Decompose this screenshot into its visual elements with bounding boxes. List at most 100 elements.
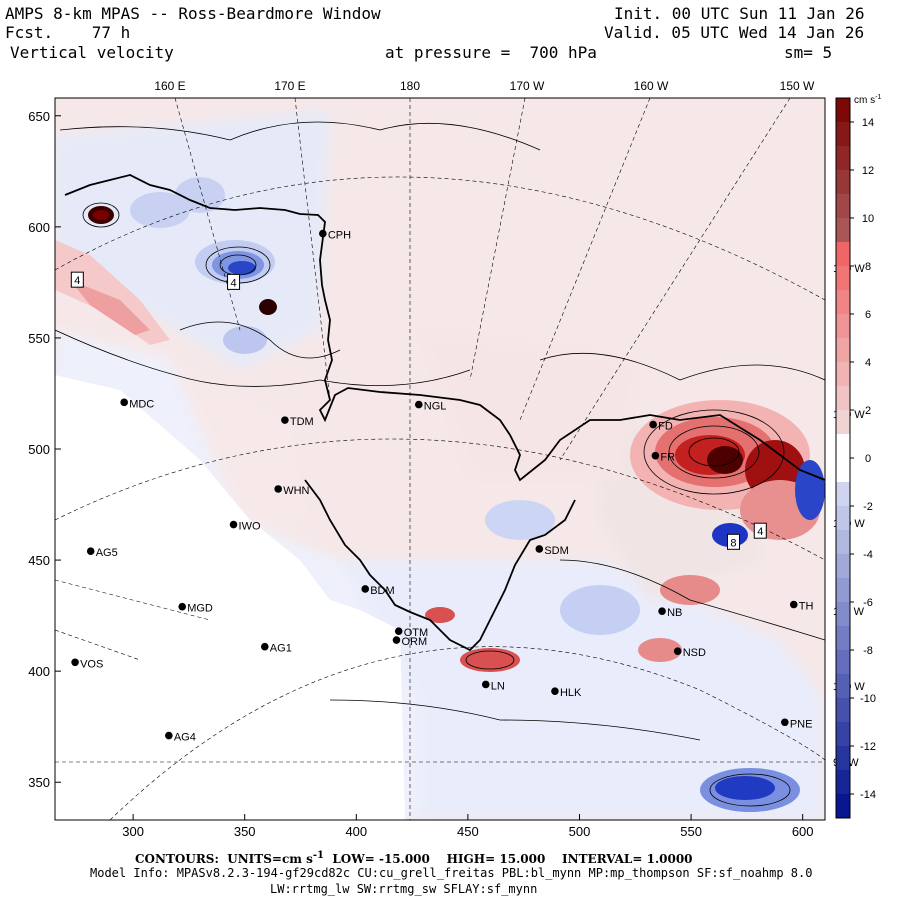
station-label: MGD	[187, 603, 213, 615]
colorbar-bin	[836, 458, 850, 483]
station-label: CPH	[328, 230, 351, 242]
smoothing-label: sm= 5	[784, 43, 833, 62]
colorbar-tick-label: 10	[862, 213, 874, 225]
station-label: HLK	[560, 687, 582, 699]
colorbar-bin	[836, 266, 850, 291]
station-marker	[361, 585, 370, 593]
y-tick-label: 600	[28, 220, 50, 235]
station-marker	[392, 636, 401, 644]
top-lon-label: 180	[400, 79, 420, 93]
colorbar-bin	[836, 290, 850, 315]
contour-label-box	[70, 271, 84, 288]
colorbar-bin	[836, 770, 850, 795]
station-label: FD	[658, 421, 673, 433]
field-name: Vertical velocity	[10, 43, 174, 62]
model-info: Model Info: MPASv8.2.3-194-gf29cd82c CU:…	[90, 866, 813, 880]
station-marker	[71, 658, 79, 667]
colorbar-bin	[836, 578, 850, 603]
station-marker	[394, 627, 403, 635]
colorbar-bin	[836, 170, 850, 195]
x-tick-label: 350	[234, 824, 256, 839]
station-marker	[120, 398, 128, 407]
downdraft-cluster-west	[130, 177, 275, 354]
colorbar-units-exp: -1	[875, 94, 881, 101]
colorbar-bin	[836, 218, 850, 243]
colorbar-bin	[836, 362, 850, 387]
y-tick-label: 500	[28, 442, 50, 457]
x-tick-label: 400	[345, 824, 367, 839]
forecast-hour: Fcst. 77 h	[5, 24, 130, 42]
station-marker	[260, 642, 269, 651]
colorbar-bin	[836, 482, 850, 507]
top-lon-label: 170 W	[510, 79, 545, 93]
colorbar-tick-label: 14	[862, 117, 874, 129]
init-time: Init. 00 UTC Sun 11 Jan 26	[614, 4, 865, 23]
station-label: AG4	[174, 732, 196, 744]
colorbar-bin	[836, 122, 850, 147]
updraft-core-cph	[259, 299, 277, 315]
station-label: OTM	[404, 627, 428, 639]
contour-label: 4	[230, 277, 236, 289]
station-label: VOS	[80, 658, 103, 670]
colorbar-bin	[836, 98, 850, 123]
interval-value: 1.0000	[646, 852, 693, 866]
station-marker	[651, 451, 660, 460]
station-marker	[319, 229, 327, 238]
colorbar-bin	[836, 626, 850, 651]
station-label: ORM	[401, 636, 427, 648]
colorbar-tick-label: -12	[860, 741, 876, 753]
top-lon-label: 160 W	[634, 79, 669, 93]
colorbar-bin	[836, 554, 850, 579]
station-marker	[229, 520, 238, 529]
map-title: AMPS 8-km MPAS -- Ross-Beardmore Window	[5, 4, 381, 23]
station-marker	[673, 647, 682, 655]
top-lon-label: 160 E	[154, 79, 185, 93]
contour-label-box	[227, 273, 241, 290]
high-label: HIGH=	[446, 852, 496, 866]
station-marker	[414, 400, 423, 409]
colorbar-bin	[836, 602, 850, 627]
station-label: MDC	[129, 398, 154, 410]
colorbar-bin	[836, 530, 850, 555]
interval-label: INTERVAL=	[562, 852, 643, 866]
pressure-value: 700 hPa	[529, 43, 597, 62]
station-label: AG5	[96, 547, 118, 559]
station-marker	[781, 718, 789, 727]
colorbar-bin	[836, 794, 850, 819]
station-label: PNE	[790, 718, 813, 730]
colorbar-bin	[836, 746, 850, 771]
station-marker	[86, 547, 95, 555]
colorbar-tick-label: 6	[865, 309, 871, 321]
y-tick-label: 450	[28, 553, 50, 568]
station-marker	[551, 687, 559, 695]
lat-lon-grid	[55, 98, 825, 820]
contours-info: CONTOURS: UNITS=cm s-1 LOW= -15.000 HIGH…	[135, 850, 693, 866]
contour-lines	[55, 121, 825, 807]
x-tick-label: 550	[680, 824, 702, 839]
colorbar-bin	[836, 698, 850, 723]
colorbar-tick-label: 2	[865, 405, 871, 417]
station-label: SDM	[544, 545, 568, 557]
colorbar-bin	[836, 722, 850, 747]
colorbar-bin	[836, 386, 850, 411]
station-marker	[178, 602, 187, 611]
model-info-2: LW:rrtmg_lw SW:rrtmg_sw SFLAY:sf_mynn	[270, 882, 538, 896]
colorbar-tick-label: -4	[863, 549, 873, 561]
colorbar-bin	[836, 674, 850, 699]
contours-label: CONTOURS:	[135, 852, 219, 866]
coastline	[64, 174, 825, 482]
colorbar-bin	[836, 314, 850, 339]
transantarctic-coast	[304, 479, 576, 652]
fcst-label: Fcst.	[5, 23, 54, 42]
station-marker	[789, 600, 798, 609]
colorbar-bin	[836, 410, 850, 435]
colorbar-units-text: cm s	[854, 95, 875, 106]
colorbar: 14 12 10 8 6 4 2 0 -2 -4 -6 -8 -10 -12 -14 cm s-1	[835, 94, 881, 819]
low-value: -15.000	[378, 852, 430, 866]
colorbar-tick-label: 0	[865, 453, 871, 465]
station-label: BDM	[370, 585, 394, 597]
pressure-prefix: at pressure =	[385, 43, 511, 62]
colorbar-tick-label: -14	[860, 789, 876, 801]
